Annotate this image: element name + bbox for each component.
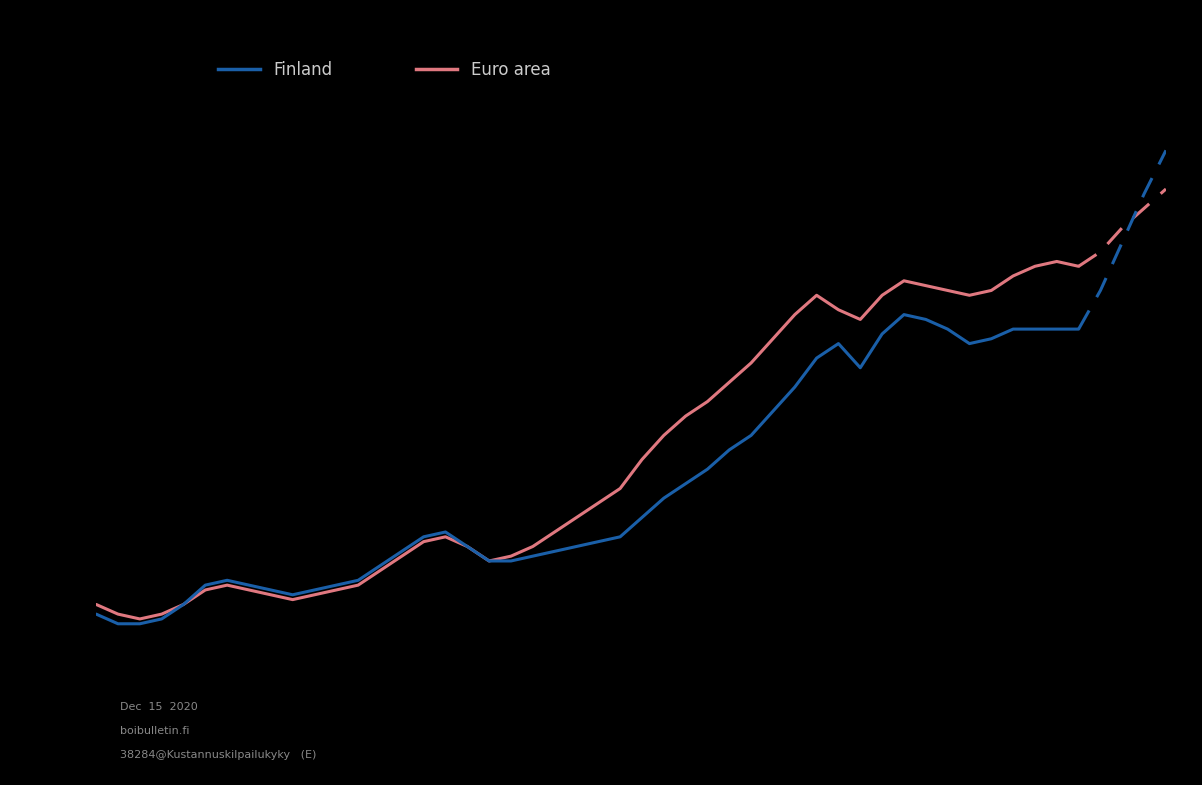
Legend: Finland, Euro area: Finland, Euro area xyxy=(212,54,557,86)
Text: Dec  15  2020: Dec 15 2020 xyxy=(120,703,198,713)
Text: 38284@Kustannuskilpailukyky   (E): 38284@Kustannuskilpailukyky (E) xyxy=(120,750,316,760)
Text: boibulletin.fi: boibulletin.fi xyxy=(120,726,190,736)
